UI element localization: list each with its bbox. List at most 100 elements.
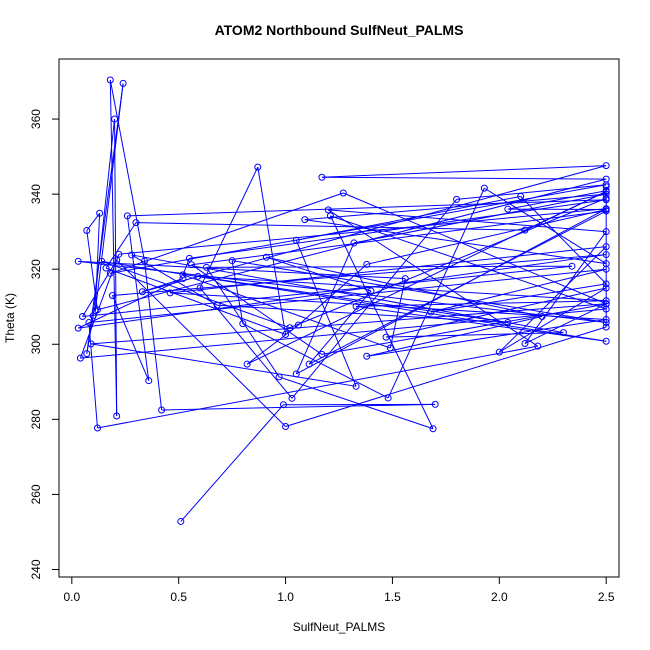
data-point (239, 320, 247, 328)
data-point (102, 264, 110, 272)
data-point (324, 206, 332, 214)
series-line-segment (353, 193, 607, 244)
series-line-segment (520, 196, 607, 285)
data-point (179, 275, 187, 283)
data-point (559, 329, 567, 337)
data-point (602, 305, 610, 313)
series-line-segment (304, 193, 607, 221)
data-point (339, 189, 347, 197)
series-line-segment (206, 267, 280, 378)
series-line-segment (430, 268, 607, 313)
data-point (123, 212, 131, 220)
data-point (431, 400, 439, 408)
data-point (521, 340, 529, 348)
data-point (602, 323, 610, 331)
data-point (602, 183, 610, 191)
data-point (602, 207, 610, 215)
data-point (93, 424, 101, 432)
data-point (275, 373, 283, 381)
y-tick-label: 300 (29, 334, 43, 354)
series-line-segment (114, 119, 118, 416)
x-tick-label: 1.0 (277, 590, 294, 604)
data-point (517, 192, 525, 200)
series-line-segment (328, 209, 539, 347)
series-line-segment (257, 167, 287, 335)
data-point (98, 257, 106, 265)
series-line-segment (109, 80, 118, 416)
data-point (185, 254, 193, 262)
data-point (145, 377, 153, 385)
chart-title: ATOM2 Northbound SulfNeut_PALMS (215, 22, 464, 38)
series-line-segment (180, 404, 284, 522)
y-tick-label: 260 (29, 484, 43, 504)
series-line-segment (217, 304, 508, 324)
series-line-segment (88, 322, 98, 429)
series-line-segment (90, 343, 357, 387)
series-line-segment (386, 332, 564, 338)
data-point (115, 250, 123, 258)
series-line-segment (135, 222, 525, 231)
data-point (384, 394, 392, 402)
series-line-segment (170, 292, 607, 321)
y-axis: 240 260 280 300 320 340 360 (29, 109, 60, 580)
data-point (254, 163, 262, 171)
series-line-segment (289, 197, 607, 329)
series-line-segment (170, 246, 607, 294)
series-line-segment (143, 260, 163, 411)
x-tick-label: 0.0 (63, 590, 80, 604)
y-tick-label: 240 (29, 559, 43, 579)
data-point (243, 360, 251, 368)
data-point (363, 352, 371, 360)
series-line-segment (266, 256, 543, 317)
series-line-segment (285, 326, 607, 427)
series-line-segment (197, 275, 508, 323)
data-point (568, 262, 576, 270)
data-point (602, 181, 610, 189)
x-tick-label: 2.0 (491, 590, 508, 604)
x-tick-label: 2.5 (598, 590, 615, 604)
data-point (602, 162, 610, 170)
data-point (538, 312, 546, 320)
series-line-segment (278, 376, 434, 430)
series-line-segment (126, 215, 150, 381)
series-line-segment (105, 267, 286, 335)
data-point (128, 251, 136, 259)
data-point (106, 269, 114, 277)
data-point (74, 324, 82, 332)
data-point (177, 517, 185, 525)
data-layer (74, 76, 610, 525)
data-point (228, 257, 236, 265)
data-point (87, 340, 95, 348)
data-point (83, 227, 91, 235)
data-point (113, 412, 121, 420)
data-point (386, 344, 394, 352)
data-point (108, 291, 116, 299)
data-point (504, 319, 512, 327)
data-point (138, 288, 146, 296)
data-point (279, 401, 287, 409)
series-line-segment (321, 165, 607, 178)
data-point (132, 219, 140, 227)
data-point (196, 284, 204, 292)
data-point (111, 115, 119, 123)
series-line-segment (430, 283, 607, 313)
series-line-segment (343, 192, 607, 305)
data-point (602, 190, 610, 198)
data-point (179, 271, 187, 279)
series-line-segment (231, 260, 244, 324)
data-point (602, 265, 610, 273)
series-line-segment (298, 263, 368, 326)
data-point (453, 195, 461, 203)
data-point (352, 382, 360, 390)
data-point (106, 76, 114, 84)
data-point (326, 212, 334, 220)
data-point (288, 394, 296, 402)
series-line-segment (110, 192, 344, 274)
data-point (188, 261, 196, 269)
series-line-segment (94, 83, 124, 311)
series-line-segment (118, 208, 607, 255)
data-point (166, 289, 174, 297)
data-point (602, 284, 610, 292)
data-point (602, 243, 610, 251)
